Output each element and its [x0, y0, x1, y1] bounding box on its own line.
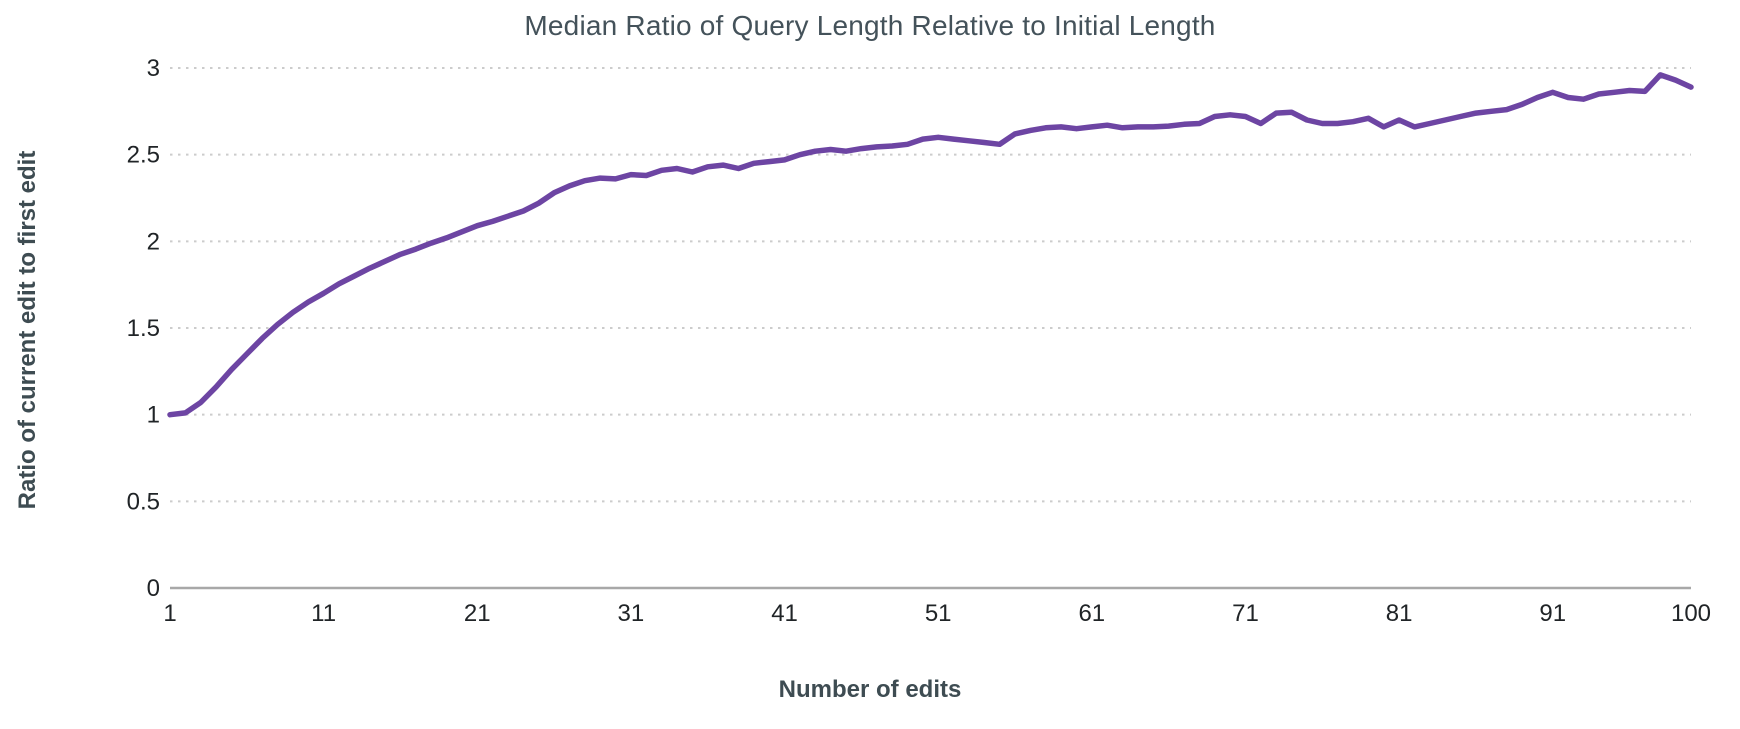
y-tick-label: 1.5 [127, 315, 160, 342]
y-axis-label: Ratio of current edit to first edit [14, 150, 41, 510]
x-tick-label: 91 [1539, 600, 1566, 627]
y-tick-label: 1 [147, 402, 160, 429]
x-tick-label: 41 [771, 600, 798, 627]
x-tick-label: 81 [1386, 600, 1413, 627]
y-tick-label: 0.5 [127, 488, 160, 515]
y-tick-label: 2.5 [127, 142, 160, 169]
x-tick-label: 11 [311, 600, 336, 627]
x-tick-label: 51 [925, 600, 952, 627]
y-tick-label: 3 [147, 55, 160, 82]
y-tick-label: 0 [147, 575, 160, 602]
chart-title: Median Ratio of Query Length Relative to… [524, 10, 1216, 41]
x-tick-label: 21 [464, 600, 491, 627]
x-tick-label: 61 [1078, 600, 1105, 627]
x-axis-label: Number of edits [778, 676, 962, 703]
median-ratio-line [167, 72, 1694, 418]
x-tick-label: 1 [163, 600, 176, 627]
y-tick-label: 2 [147, 228, 160, 255]
x-tick-label: 100 [1671, 600, 1711, 627]
x-tick-label: 71 [1232, 600, 1259, 627]
x-tick-label: 31 [618, 600, 645, 627]
